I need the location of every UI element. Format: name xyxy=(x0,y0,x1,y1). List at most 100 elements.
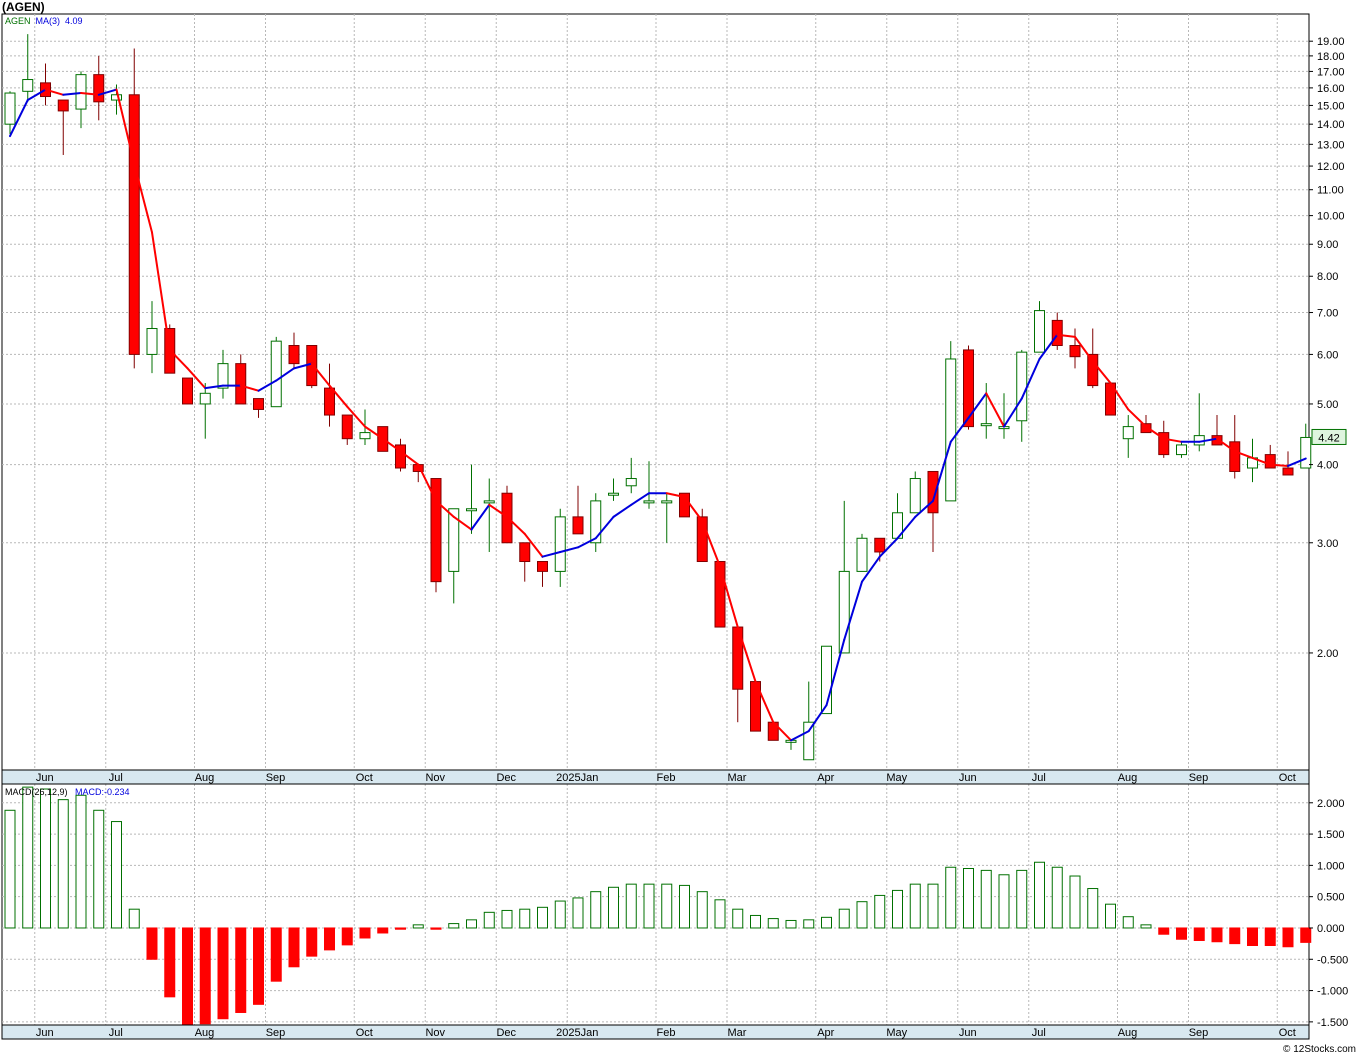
ma3-segment xyxy=(133,162,153,234)
month-label: Oct xyxy=(1279,772,1296,784)
macd-bar xyxy=(466,919,477,929)
ma3-segment xyxy=(541,550,562,558)
macd-bar xyxy=(1140,924,1152,929)
macd-bar xyxy=(661,883,673,929)
month-label: Jun xyxy=(959,1027,977,1039)
chart-title: (AGEN) xyxy=(2,0,45,14)
ma3-segment xyxy=(1020,357,1041,400)
price-tick-label: 18.00 xyxy=(1317,51,1345,63)
macd-bar xyxy=(235,927,247,1013)
macd-bar xyxy=(838,908,850,929)
candle-body xyxy=(661,500,673,504)
price-tick-label: 5.00 xyxy=(1317,399,1338,411)
month-label: May xyxy=(886,1027,907,1039)
month-label: Aug xyxy=(1118,1027,1138,1039)
ma3-segment xyxy=(1198,437,1218,443)
month-label: Jun xyxy=(959,772,977,784)
price-tick-label: 19.00 xyxy=(1317,36,1345,48)
macd-bar xyxy=(1122,916,1134,929)
macd-bar xyxy=(4,809,16,929)
month-label: Jul xyxy=(109,772,123,784)
legend-ma-label: MA(3) xyxy=(35,16,61,26)
candle-body xyxy=(696,516,708,563)
macd-bar xyxy=(803,919,815,929)
month-label: Apr xyxy=(817,1027,834,1039)
candle-body xyxy=(821,645,832,715)
legend-symbol: AGEN xyxy=(5,16,31,26)
ma3-segment xyxy=(1109,382,1130,411)
macd-bar xyxy=(93,809,105,929)
candle-body xyxy=(874,537,886,553)
price-tick-label: 15.00 xyxy=(1317,100,1345,112)
month-label: Aug xyxy=(195,772,215,784)
month-label: 2025Jan xyxy=(556,1027,598,1039)
candle-body xyxy=(111,94,122,101)
ma3-segment xyxy=(559,546,579,553)
ma3-segment xyxy=(790,730,810,742)
price-tick-label: 12.00 xyxy=(1317,161,1345,173)
candle-body xyxy=(75,74,87,110)
macd-bar xyxy=(146,927,158,960)
month-label: Mar xyxy=(728,1027,747,1039)
price-tick-label: 7.00 xyxy=(1317,308,1338,320)
ma3-segment xyxy=(1287,457,1307,467)
macd-bar xyxy=(1051,866,1063,929)
month-label: Jul xyxy=(1032,772,1046,784)
candle-body xyxy=(1176,444,1187,456)
price-tick-label: 11.00 xyxy=(1317,185,1344,197)
macd-panel xyxy=(4,786,1312,1026)
ma3-segment xyxy=(594,515,615,540)
legend-ma-value: 4.09 xyxy=(65,16,83,26)
macd-bar xyxy=(980,869,992,929)
month-label: Apr xyxy=(817,772,834,784)
ma3-segment xyxy=(204,384,224,390)
candle-body xyxy=(625,478,637,487)
price-tick-label: 6.00 xyxy=(1317,349,1338,361)
macd-bar xyxy=(164,927,176,998)
ma3-segment xyxy=(9,99,29,138)
macd-bar xyxy=(253,927,264,1005)
macd-tick-label: -1.000 xyxy=(1317,986,1348,998)
candle-body xyxy=(1051,319,1063,347)
candle-body xyxy=(430,478,442,583)
ma3-segment xyxy=(932,440,952,502)
month-label: Dec xyxy=(496,1027,516,1039)
ma3-segment xyxy=(1056,333,1076,338)
axes-layer: 19.00 18.00 17.00 16.00 15.00 14.00 13.00 12.00… xyxy=(1,36,1348,1040)
month-label: Sep xyxy=(1189,1027,1209,1039)
macd-bar xyxy=(395,927,406,930)
candle-body xyxy=(927,470,939,514)
price-tick-label: 13.00 xyxy=(1317,139,1345,151)
ma3-segment xyxy=(612,503,633,518)
month-label: Jun xyxy=(36,1027,54,1039)
footer-copyright: © 12Stocks.com xyxy=(1283,1044,1356,1055)
ma3-segment xyxy=(1251,456,1272,466)
candle-body xyxy=(1229,441,1241,472)
macd-bar xyxy=(767,918,779,929)
macd-bar xyxy=(714,899,726,929)
ma3-segment xyxy=(470,503,491,531)
macd-bar xyxy=(998,874,1010,929)
macd-bar xyxy=(590,891,602,929)
ma3-segment xyxy=(186,367,207,390)
ma3-segment xyxy=(523,532,544,558)
macd-bar xyxy=(696,891,708,929)
ma3-segment xyxy=(399,450,420,466)
price-tick-label: 4.00 xyxy=(1317,460,1338,472)
candle-body xyxy=(1087,353,1099,387)
ma3-segment xyxy=(115,88,136,165)
macd-bar xyxy=(501,909,513,929)
ma3-segment xyxy=(381,437,402,453)
candle-body xyxy=(1016,351,1028,422)
candle-body xyxy=(980,423,992,427)
ma3-segment xyxy=(985,392,1005,428)
ma3-segment xyxy=(506,515,526,535)
month-label: Sep xyxy=(266,772,286,784)
month-label: Nov xyxy=(425,772,445,784)
ma3-segment xyxy=(1162,437,1183,443)
macd-bar xyxy=(625,883,637,929)
month-label: May xyxy=(886,772,907,784)
macd-bar xyxy=(608,886,619,929)
ma3-segment xyxy=(665,492,686,499)
